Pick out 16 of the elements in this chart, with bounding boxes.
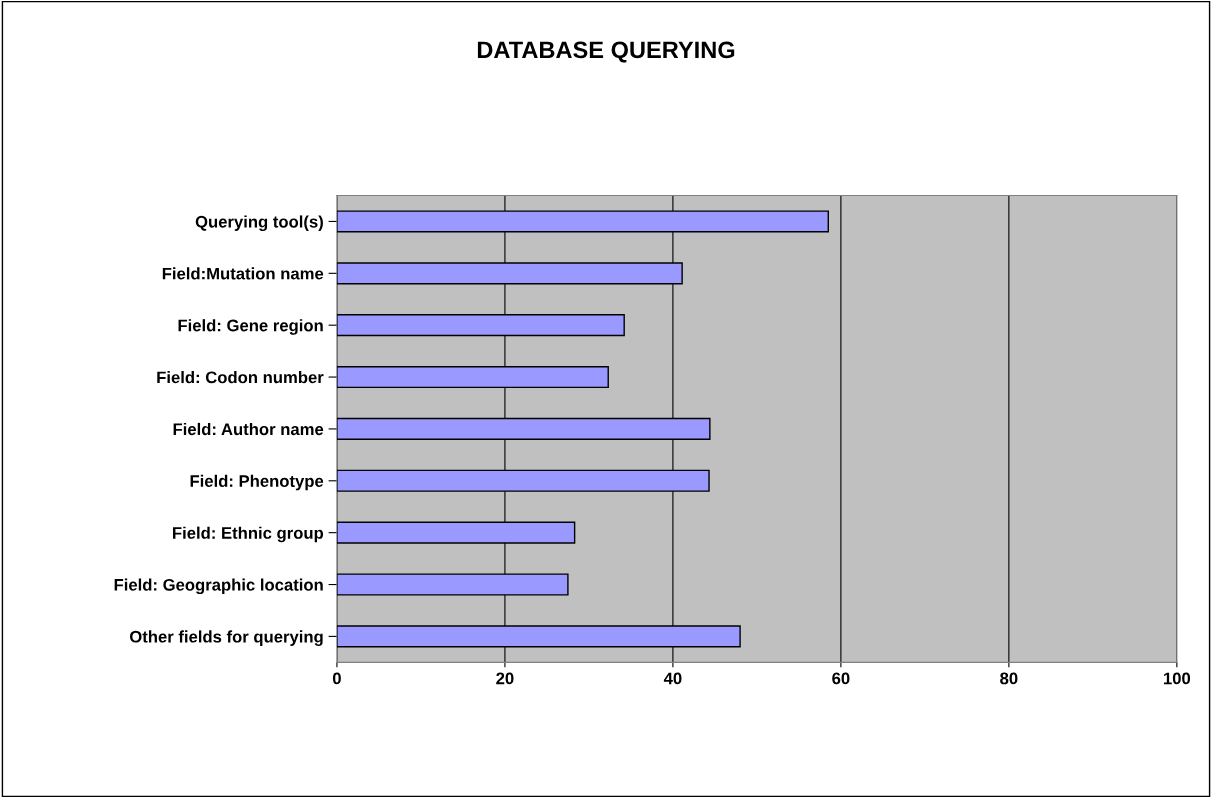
y-tick-label: Field:Mutation name — [162, 267, 324, 280]
x-tick-label: 0 — [332, 672, 341, 685]
x-tick-label: 20 — [496, 672, 514, 685]
x-tick-label: 80 — [1000, 672, 1018, 685]
x-tick-label: 60 — [832, 672, 850, 685]
y-tick-label: Other fields for querying — [129, 630, 323, 646]
y-tick-label: Field: Codon number — [157, 371, 324, 384]
y-tick-label: Field: Geographic location — [114, 578, 323, 595]
y-tick-label: Field: Author name — [173, 422, 324, 436]
y-tick-label: Field: Gene region — [178, 319, 323, 335]
x-tick-label: 100 — [1164, 672, 1191, 685]
y-tick-label: Field: Ethnic group — [173, 526, 324, 543]
chart-title: DATABASE QUERYING — [477, 41, 735, 63]
y-tick-label: Field: Phenotype — [190, 474, 324, 491]
y-tick-label: Querying tool(s) — [195, 215, 323, 232]
x-tick-label: 40 — [663, 672, 682, 685]
